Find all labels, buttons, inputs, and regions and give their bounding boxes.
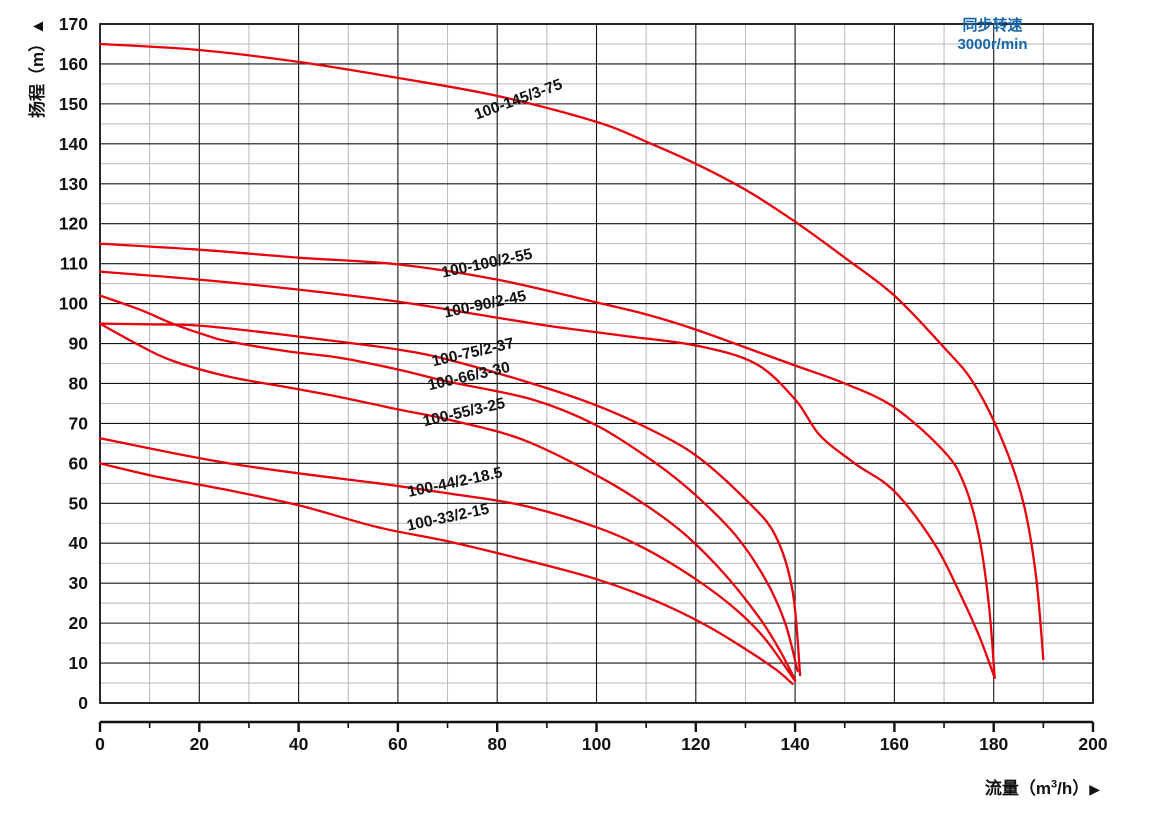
y-tick-label: 110	[60, 254, 88, 274]
up-arrow-icon: ▲	[28, 18, 47, 35]
x-axis-title-sup: 3	[1050, 778, 1058, 791]
y-tick-label: 160	[59, 54, 88, 74]
pump-curve-100-75/2-37	[98, 322, 802, 677]
x-tick-label: 60	[388, 734, 408, 754]
y-tick-label: 0	[78, 693, 88, 713]
pump-curve-100-145/3-75	[98, 42, 1045, 661]
x-tick-label: 0	[95, 734, 105, 754]
x-tick-label: 180	[979, 734, 1008, 754]
pump-curve-100-55/3-25	[98, 322, 797, 681]
y-tick-label: 30	[69, 573, 89, 593]
plot-border	[99, 23, 1094, 704]
right-arrow-icon: ▶	[1089, 781, 1100, 797]
y-tick-label: 120	[59, 214, 88, 234]
legend-speed-title: 同步转速	[962, 17, 1023, 34]
x-tick-label: 200	[1078, 734, 1107, 754]
y-tick-label: 80	[69, 373, 89, 393]
pump-curve-100-90/2-45	[98, 270, 996, 679]
y-tick-label: 140	[59, 134, 88, 154]
y-tick-label: 70	[69, 413, 89, 433]
x-tick-label: 140	[780, 734, 809, 754]
y-tick-label: 40	[69, 533, 89, 553]
y-tick-label: 170	[59, 14, 88, 34]
legend-speed-value: 3000r/min	[957, 36, 1028, 53]
pump-curve-100-100/2-55	[98, 242, 996, 679]
x-tick-label: 20	[190, 734, 210, 754]
y-tick-label: 130	[59, 174, 88, 194]
x-tick-label: 120	[681, 734, 710, 754]
curve-label-100-33/2-15: 100-33/2-15	[405, 501, 491, 535]
curve-label-100-55/3-25: 100-55/3-25	[421, 395, 507, 430]
y-tick-label: 10	[69, 653, 89, 673]
x-axis-title-prefix: 流量（m	[984, 779, 1051, 798]
x-axis-title: 流量（m3/h）▶	[960, 774, 1100, 799]
y-tick-label: 150	[59, 94, 88, 114]
y-tick-label: 50	[69, 493, 89, 513]
y-axis-title-text: 扬程（m）	[28, 34, 47, 118]
x-tick-label: 100	[582, 734, 611, 754]
x-axis-title-suffix: /h）	[1057, 779, 1090, 798]
curve-label-100-100/2-55: 100-100/2-55	[440, 246, 534, 282]
y-tick-label: 100	[59, 294, 88, 314]
y-axis-title: 扬程（m）▲	[23, 0, 47, 138]
pump-curve-100-44/2-18.5	[98, 437, 797, 683]
x-tick-label: 160	[880, 734, 909, 754]
x-tick-label: 40	[289, 734, 309, 754]
x-tick-label: 80	[487, 734, 507, 754]
legend-synchronous-speed: 同步转速 3000r/min	[915, 16, 1070, 54]
y-tick-label: 20	[69, 613, 89, 633]
pump-curve-100-66/3-30	[98, 294, 799, 673]
curve-label-100-145/3-75: 100-145/3-75	[472, 76, 565, 124]
pump-curve-100-33/2-15	[98, 462, 794, 685]
y-tick-label: 60	[69, 453, 89, 473]
y-tick-label: 90	[69, 334, 89, 354]
